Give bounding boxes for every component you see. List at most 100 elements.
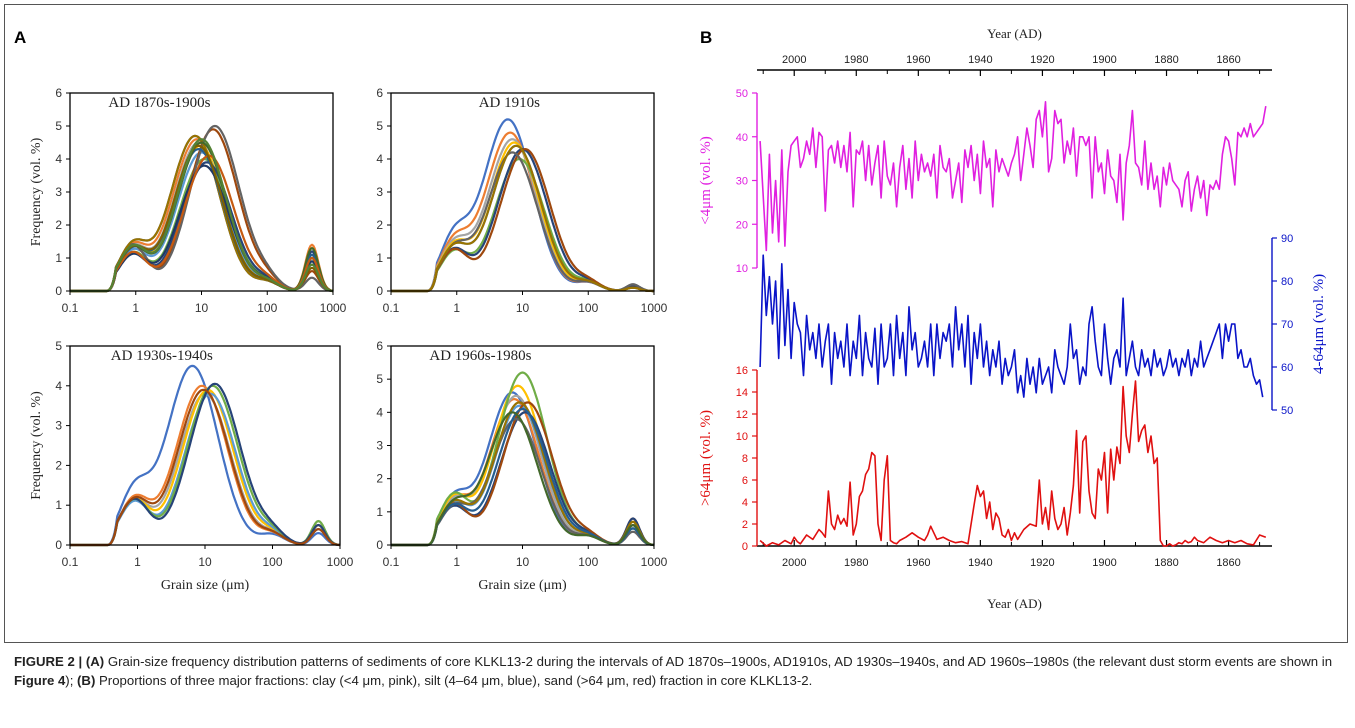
distribution-curve xyxy=(391,411,655,547)
chart-title: AD 1910s xyxy=(479,95,540,111)
y-tick-label: 6 xyxy=(376,339,383,353)
distribution-curve xyxy=(391,391,655,547)
bottom-year-label: 1900 xyxy=(1092,557,1116,569)
y-tick-label: 5 xyxy=(376,372,383,386)
x-tick-label: 10 xyxy=(516,555,530,569)
y-tick-label: 1 xyxy=(55,251,62,265)
panel-label-b: B xyxy=(700,28,712,47)
caption-b-label: (B) xyxy=(77,673,96,688)
top-year-label: 1880 xyxy=(1154,54,1178,66)
series-y-tick-label: 30 xyxy=(736,176,748,188)
series-y-tick-label: 20 xyxy=(736,219,748,231)
series-y-tick-label: 50 xyxy=(1281,405,1293,417)
distribution-curve xyxy=(70,157,334,293)
x-tick-label: 10 xyxy=(195,301,209,315)
y-tick-label: 1 xyxy=(376,251,383,265)
plot-frame xyxy=(69,92,334,292)
distribution-curve xyxy=(391,411,655,547)
distribution-curve xyxy=(391,151,654,293)
y-tick-label: 4 xyxy=(376,152,383,166)
series-line xyxy=(759,254,1264,398)
series-y-tick-label: 80 xyxy=(1281,276,1293,288)
grain-size-chart-3: 0 1 2 3 4 5 0.1 1 10 100 1000 AD 1930s-1940s Frequen… xyxy=(29,339,354,593)
x-tick-label: 1 xyxy=(453,301,460,315)
series-line xyxy=(759,380,1267,547)
series-y-tick-label: 6 xyxy=(742,475,748,487)
plot-frame xyxy=(390,92,655,292)
y-tick-label: 5 xyxy=(55,119,62,133)
distribution-curve xyxy=(70,388,341,547)
distribution-curve xyxy=(70,161,334,293)
proportion-series-3: 0 2 4 6 8 10 12 14 16 >64μm (vol. %) xyxy=(698,365,1267,553)
y-tick-label: 6 xyxy=(55,86,62,100)
distribution-curve xyxy=(70,384,341,547)
series-y-tick-label: 60 xyxy=(1281,362,1293,374)
y-axis-label: Frequency (vol. %) xyxy=(29,137,44,246)
distribution-curve xyxy=(391,417,655,547)
x-tick-label: 0.1 xyxy=(62,301,79,315)
top-year-label: 1960 xyxy=(906,54,930,66)
y-axis-label: Frequency (vol. %) xyxy=(29,391,44,500)
x-tick-label: 0.1 xyxy=(383,301,400,315)
distribution-curve xyxy=(391,147,654,293)
top-year-label: 2000 xyxy=(782,54,806,66)
distribution-curve xyxy=(70,384,341,547)
y-tick-label: 4 xyxy=(55,379,62,393)
y-tick-label: 3 xyxy=(376,185,383,199)
series-y-axis-label: <4μm (vol. %) xyxy=(698,136,714,225)
bottom-year-label: 1880 xyxy=(1154,557,1178,569)
x-tick-label: 100 xyxy=(578,555,598,569)
caption-figure-ref: Figure 4 xyxy=(14,673,66,688)
x-tick-label: 1 xyxy=(453,555,460,569)
x-axis-label: Grain size (μm) xyxy=(161,578,250,593)
series-y-tick-label: 50 xyxy=(736,88,748,100)
distribution-curve xyxy=(391,371,655,547)
y-tick-label: 5 xyxy=(55,339,62,353)
y-tick-label: 3 xyxy=(55,419,62,433)
y-tick-label: 0 xyxy=(55,284,62,298)
y-tick-label: 5 xyxy=(376,119,383,133)
distribution-curve xyxy=(70,128,334,293)
top-year-label: 1920 xyxy=(1030,54,1054,66)
bottom-year-label: 2000 xyxy=(782,557,806,569)
series-y-tick-label: 40 xyxy=(736,132,748,144)
bottom-year-label: 1940 xyxy=(968,557,992,569)
distribution-curve xyxy=(70,154,334,293)
x-tick-label: 1000 xyxy=(641,301,668,315)
distribution-curve xyxy=(391,147,654,293)
series-y-tick-label: 90 xyxy=(1281,233,1293,245)
caption-a-label: (A) xyxy=(85,654,105,669)
series-y-tick-label: 8 xyxy=(742,453,748,465)
series-y-tick-label: 12 xyxy=(736,409,748,421)
series-y-tick-label: 16 xyxy=(736,365,748,377)
distribution-curve xyxy=(70,138,334,293)
distribution-curve xyxy=(70,392,341,547)
distribution-curve xyxy=(391,144,654,293)
figure-caption: FIGURE 2 | (A) Grain-size frequency dist… xyxy=(14,652,1344,690)
y-tick-label: 2 xyxy=(376,472,383,486)
x-tick-label: 10 xyxy=(198,555,212,569)
chart-title: AD 1870s-1900s xyxy=(108,95,210,111)
bottom-year-label: 1960 xyxy=(906,557,930,569)
y-tick-label: 1 xyxy=(376,505,383,519)
x-tick-label: 100 xyxy=(262,555,282,569)
proportion-series-2: 50 60 70 80 90 4-64μm (vol. %) xyxy=(759,233,1327,417)
caption-text-2: ); xyxy=(65,673,78,688)
x-tick-label: 10 xyxy=(516,301,530,315)
y-tick-label: 2 xyxy=(55,458,62,472)
x-tick-label: 100 xyxy=(257,301,277,315)
y-tick-label: 0 xyxy=(55,538,62,552)
top-year-label: 1980 xyxy=(844,54,868,66)
series-y-axis-label: 4-64μm (vol. %) xyxy=(1311,274,1327,374)
x-tick-label: 1000 xyxy=(641,555,668,569)
y-tick-label: 1 xyxy=(55,498,62,512)
x-tick-label: 1000 xyxy=(320,301,347,315)
distribution-curve xyxy=(70,151,334,293)
y-tick-label: 0 xyxy=(376,284,383,298)
y-tick-label: 0 xyxy=(376,538,383,552)
y-tick-label: 3 xyxy=(55,185,62,199)
x-tick-label: 1000 xyxy=(327,555,354,569)
plot-frame xyxy=(69,345,341,546)
bottom-year-label: 1980 xyxy=(844,557,868,569)
